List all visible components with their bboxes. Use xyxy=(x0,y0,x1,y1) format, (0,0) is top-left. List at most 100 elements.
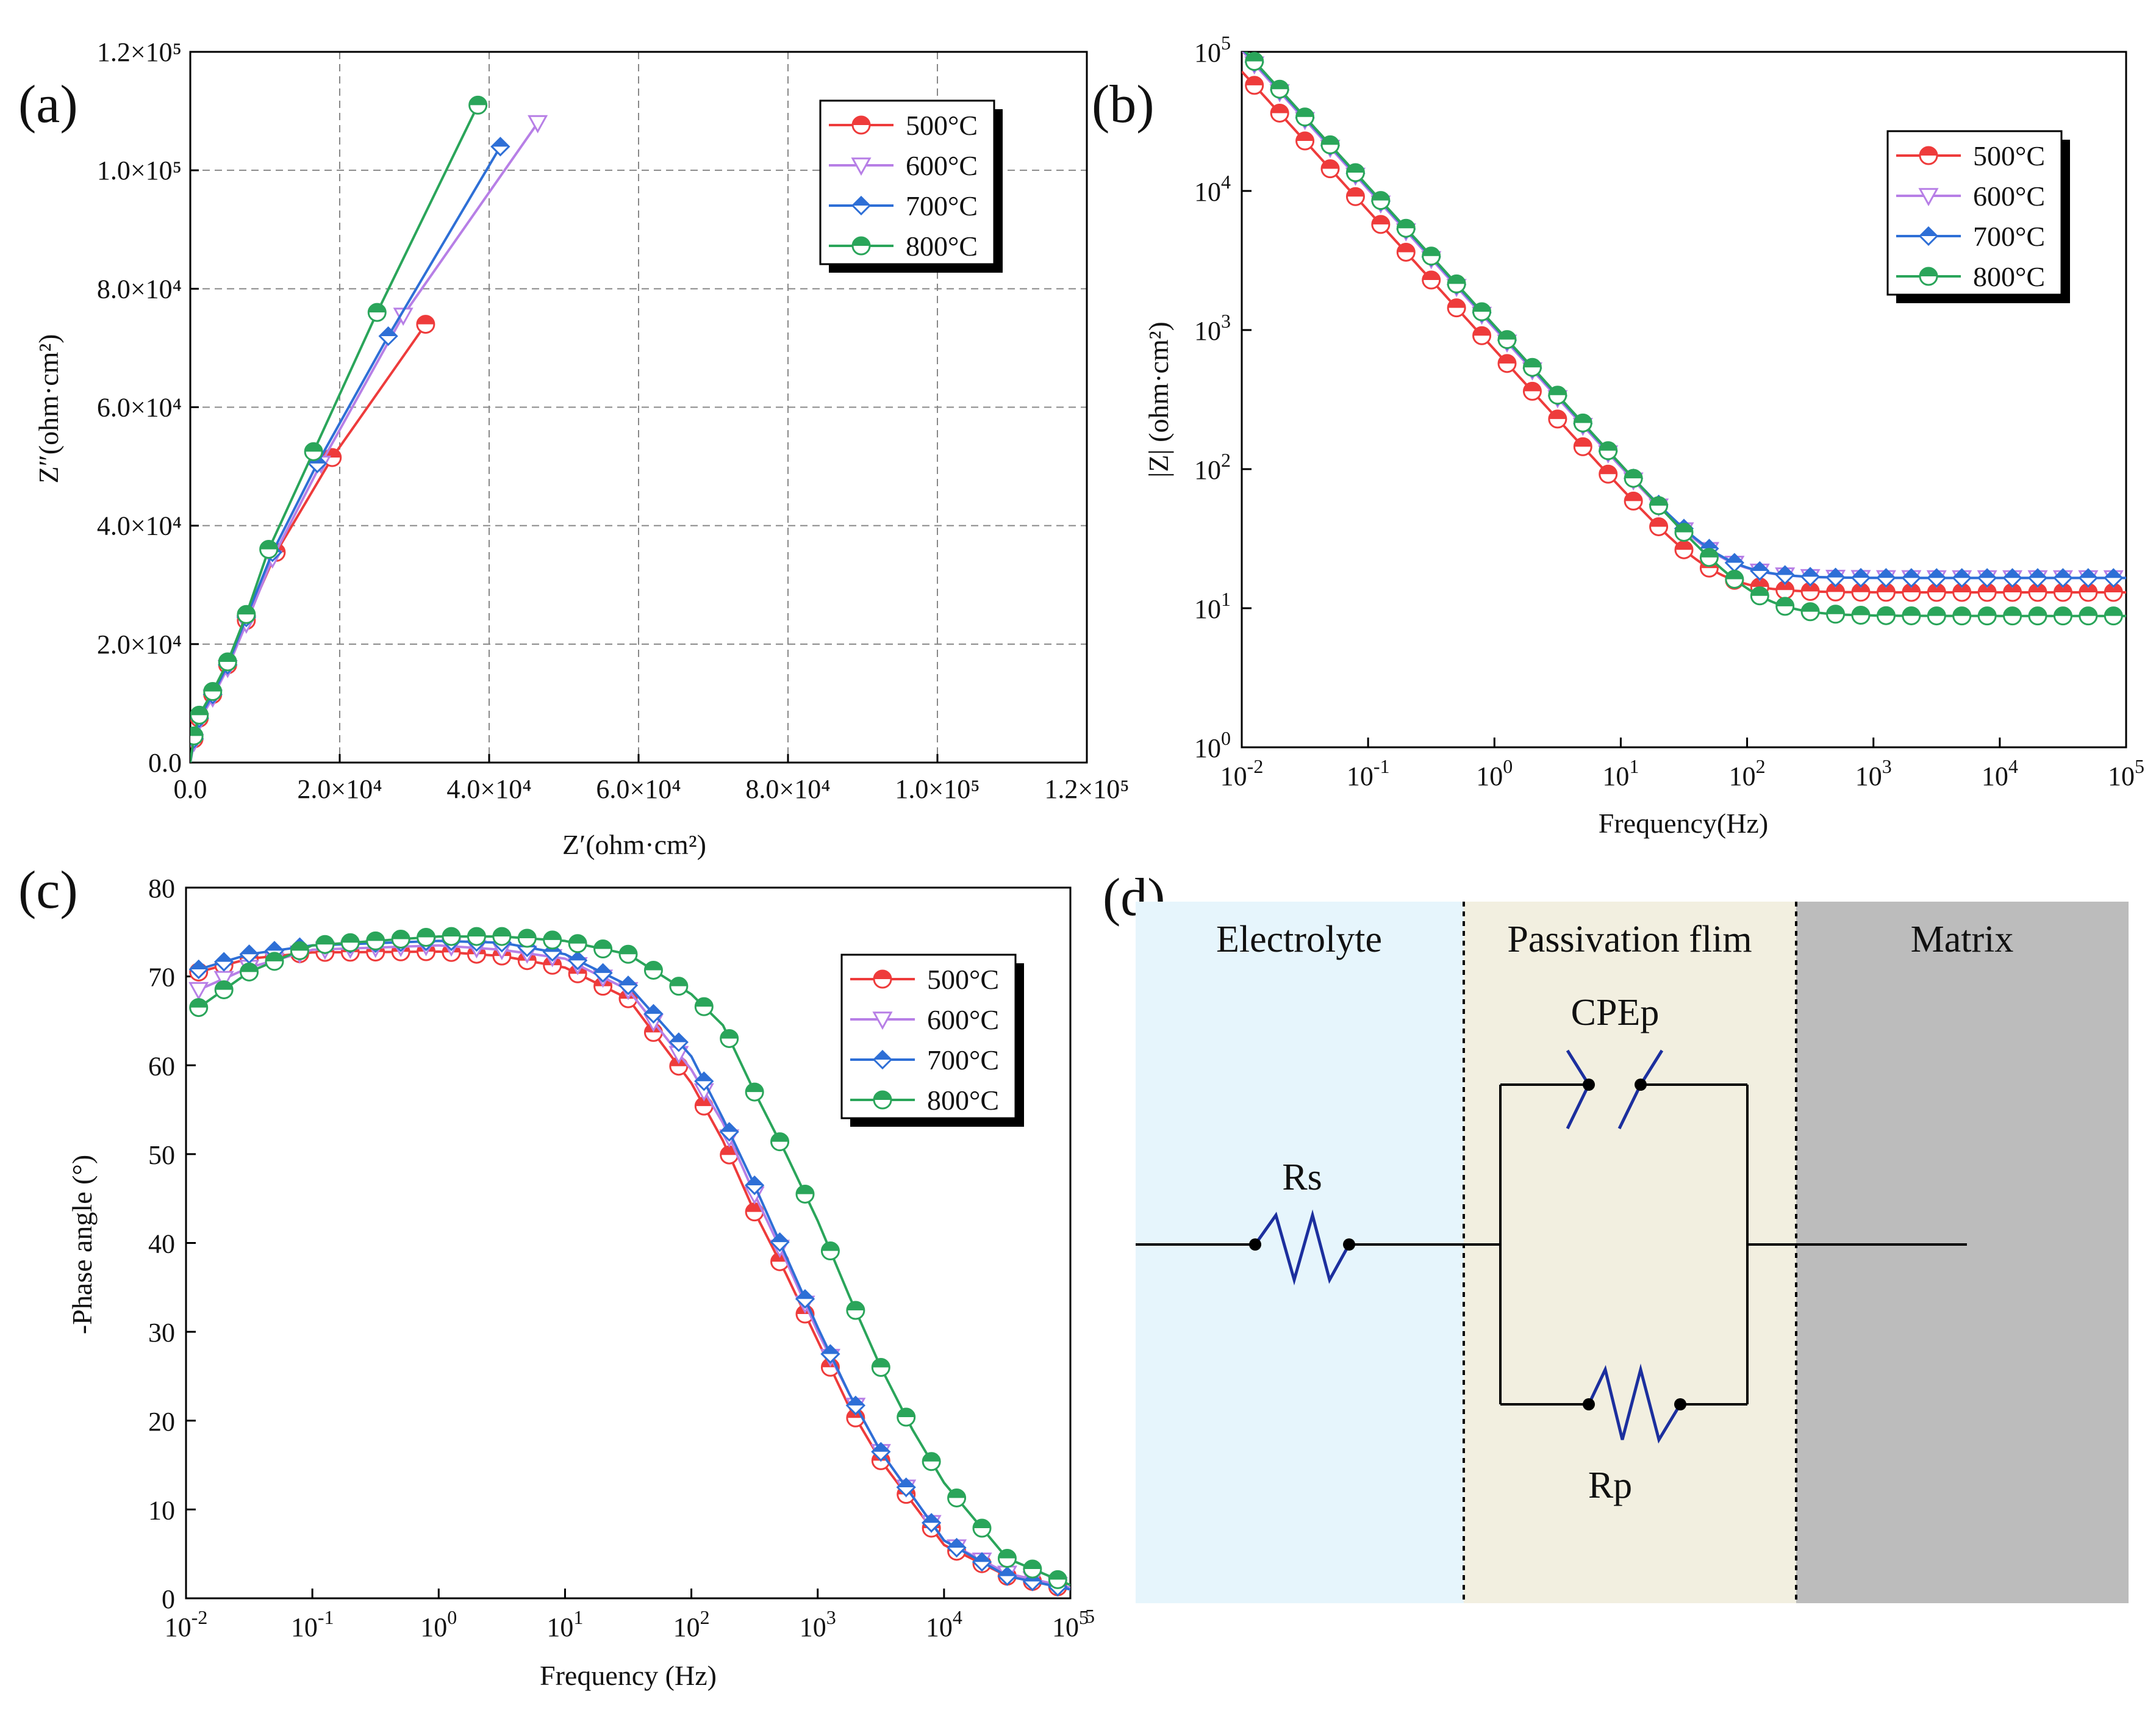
b-ytick-label-3: 103 xyxy=(1194,310,1231,346)
b-point-3-30 xyxy=(2003,606,2022,626)
c-point-3-8-fill xyxy=(392,930,410,939)
c-point-3-8 xyxy=(391,929,410,949)
c-xtick-label-6-base: 10 xyxy=(926,1612,953,1642)
c-xtick-label-7: 105 xyxy=(1052,1606,1089,1642)
b-xtick-label-4: 102 xyxy=(1729,755,1766,791)
c-point-3-27 xyxy=(871,1358,890,1377)
a-xtick-label-3: 6.0×10⁴ xyxy=(596,774,681,804)
b-xtick-label-1-base: 10 xyxy=(1347,761,1373,791)
c-xtick-label-7-base: 10 xyxy=(1052,1612,1079,1642)
c-point-3-11 xyxy=(467,927,486,946)
b-point-3-26-fill xyxy=(1902,607,1920,616)
b-point-2-33-fill xyxy=(2079,569,2097,578)
c-point-3-23 xyxy=(770,1132,790,1152)
c-xtick-label-5: 103 xyxy=(800,1606,836,1642)
b-point-3-5-fill xyxy=(1372,192,1389,201)
c-xtick-label-1: 10-1 xyxy=(291,1606,334,1642)
panel-label-c: (c) xyxy=(18,861,78,920)
b-point-2-26-fill xyxy=(1902,569,1920,578)
b-point-0-10 xyxy=(1497,354,1517,373)
c-point-3-24-fill xyxy=(797,1185,814,1194)
c-point-1-0 xyxy=(188,982,209,1000)
b-point-3-26 xyxy=(1902,606,1921,625)
c-point-3-10 xyxy=(442,927,461,946)
b-point-3-7 xyxy=(1422,246,1441,266)
a-point-3-6 xyxy=(259,540,279,559)
b-ytick-label-0-base: 10 xyxy=(1194,733,1221,763)
c-point-3-3-fill xyxy=(266,952,283,961)
c-point-3-31-fill xyxy=(973,1520,990,1529)
cpep-label: CPEp xyxy=(1571,992,1660,1033)
c-ytick-label-3: 30 xyxy=(148,1318,175,1348)
c-point-2-0 xyxy=(188,959,209,980)
panel-c-legend: 500°C 600°C 700°C 800°C xyxy=(840,953,1024,1127)
b-point-2-32 xyxy=(2053,568,2073,588)
c-point-3-15 xyxy=(568,934,587,953)
b-ytick-label-4-exp: 4 xyxy=(1221,171,1231,193)
b-point-2-27 xyxy=(1927,568,1947,588)
c-xtick-label-6-exp: 4 xyxy=(953,1606,962,1628)
cpe-element xyxy=(1566,1049,1664,1130)
a-point-0-8 xyxy=(416,315,435,334)
b-point-2-33 xyxy=(2078,568,2098,588)
legend-box xyxy=(840,953,1017,1119)
c-point-2-0-fill xyxy=(190,960,207,969)
b-xtick-label-3: 101 xyxy=(1602,755,1639,791)
b-point-2-34-fill xyxy=(2105,569,2122,578)
c-point-2-3-fill xyxy=(266,942,283,951)
b-point-0-11 xyxy=(1522,381,1542,401)
panel-c-series xyxy=(188,927,1070,1597)
c-xtick-label-2-base: 10 xyxy=(420,1612,447,1642)
b-xtick-label-4-exp: 2 xyxy=(1756,755,1766,777)
b-point-3-33 xyxy=(2079,606,2098,626)
c-point-3-20-fill xyxy=(695,998,713,1007)
legend-box xyxy=(819,99,995,265)
c-point-2-2-fill xyxy=(240,946,258,955)
b-point-3-32-fill xyxy=(2054,607,2072,616)
b-point-3-27-fill xyxy=(1928,607,1946,616)
c-ytick-label-7: 70 xyxy=(148,963,175,993)
a-point-3-1 xyxy=(190,726,204,745)
a-point-3-2 xyxy=(190,705,209,725)
a-xtick-label-6: 1.2×10⁵ xyxy=(1044,774,1129,804)
b-point-3-18 xyxy=(1699,548,1719,567)
b-point-0-5 xyxy=(1371,215,1391,234)
c-point-3-12 xyxy=(492,927,512,946)
a-ytick-label-2: 4.0×10⁴ xyxy=(97,511,182,541)
panel-b-xlabel: Frequency(Hz) xyxy=(1599,808,1768,839)
b-point-3-22 xyxy=(1800,602,1820,622)
b-point-3-32 xyxy=(2053,606,2072,626)
b-ytick-label-2: 102 xyxy=(1194,449,1231,485)
c-xtick-label-2: 100 xyxy=(420,1606,457,1642)
panel-label-a: (a) xyxy=(18,75,78,134)
circuit-wires xyxy=(1136,1083,1967,1406)
legend-marker-3-fill xyxy=(1920,268,1937,276)
b-point-3-23-fill xyxy=(1827,605,1844,614)
c-point-3-2-fill xyxy=(240,963,258,972)
b-xtick-label-3-base: 10 xyxy=(1602,761,1629,791)
c-point-1-1-shape xyxy=(213,971,234,989)
b-point-2-24 xyxy=(1850,567,1871,588)
c-point-2-18 xyxy=(643,1004,664,1024)
c-point-3-33 xyxy=(1023,1559,1042,1579)
b-point-0-6-fill xyxy=(1397,243,1415,253)
legend-label-2: 700°C xyxy=(927,1044,999,1076)
b-ytick-label-0-exp: 0 xyxy=(1221,727,1231,749)
c-point-2-15-fill xyxy=(569,952,587,961)
c-point-3-2 xyxy=(240,962,259,982)
b-xtick-label-6-exp: 4 xyxy=(2008,755,2018,777)
a-point-3-3-fill xyxy=(204,683,221,692)
legend-marker-1-shape xyxy=(851,157,872,176)
a-point-3-8 xyxy=(367,303,387,322)
a-xtick-label-2: 4.0×10⁴ xyxy=(446,774,531,804)
c-point-3-0-fill xyxy=(190,999,207,1008)
b-point-2-32-fill xyxy=(2054,569,2072,578)
b-point-3-25-fill xyxy=(1877,607,1895,616)
b-point-2-21 xyxy=(1775,565,1795,585)
c-point-2-31-fill xyxy=(973,1553,990,1562)
legend-label-0: 500°C xyxy=(906,110,978,141)
c-point-2-19 xyxy=(668,1032,689,1052)
b-point-2-23 xyxy=(1825,567,1846,587)
b-point-0-0-fill xyxy=(1245,76,1263,85)
c-xtick-label-4-base: 10 xyxy=(673,1612,700,1642)
